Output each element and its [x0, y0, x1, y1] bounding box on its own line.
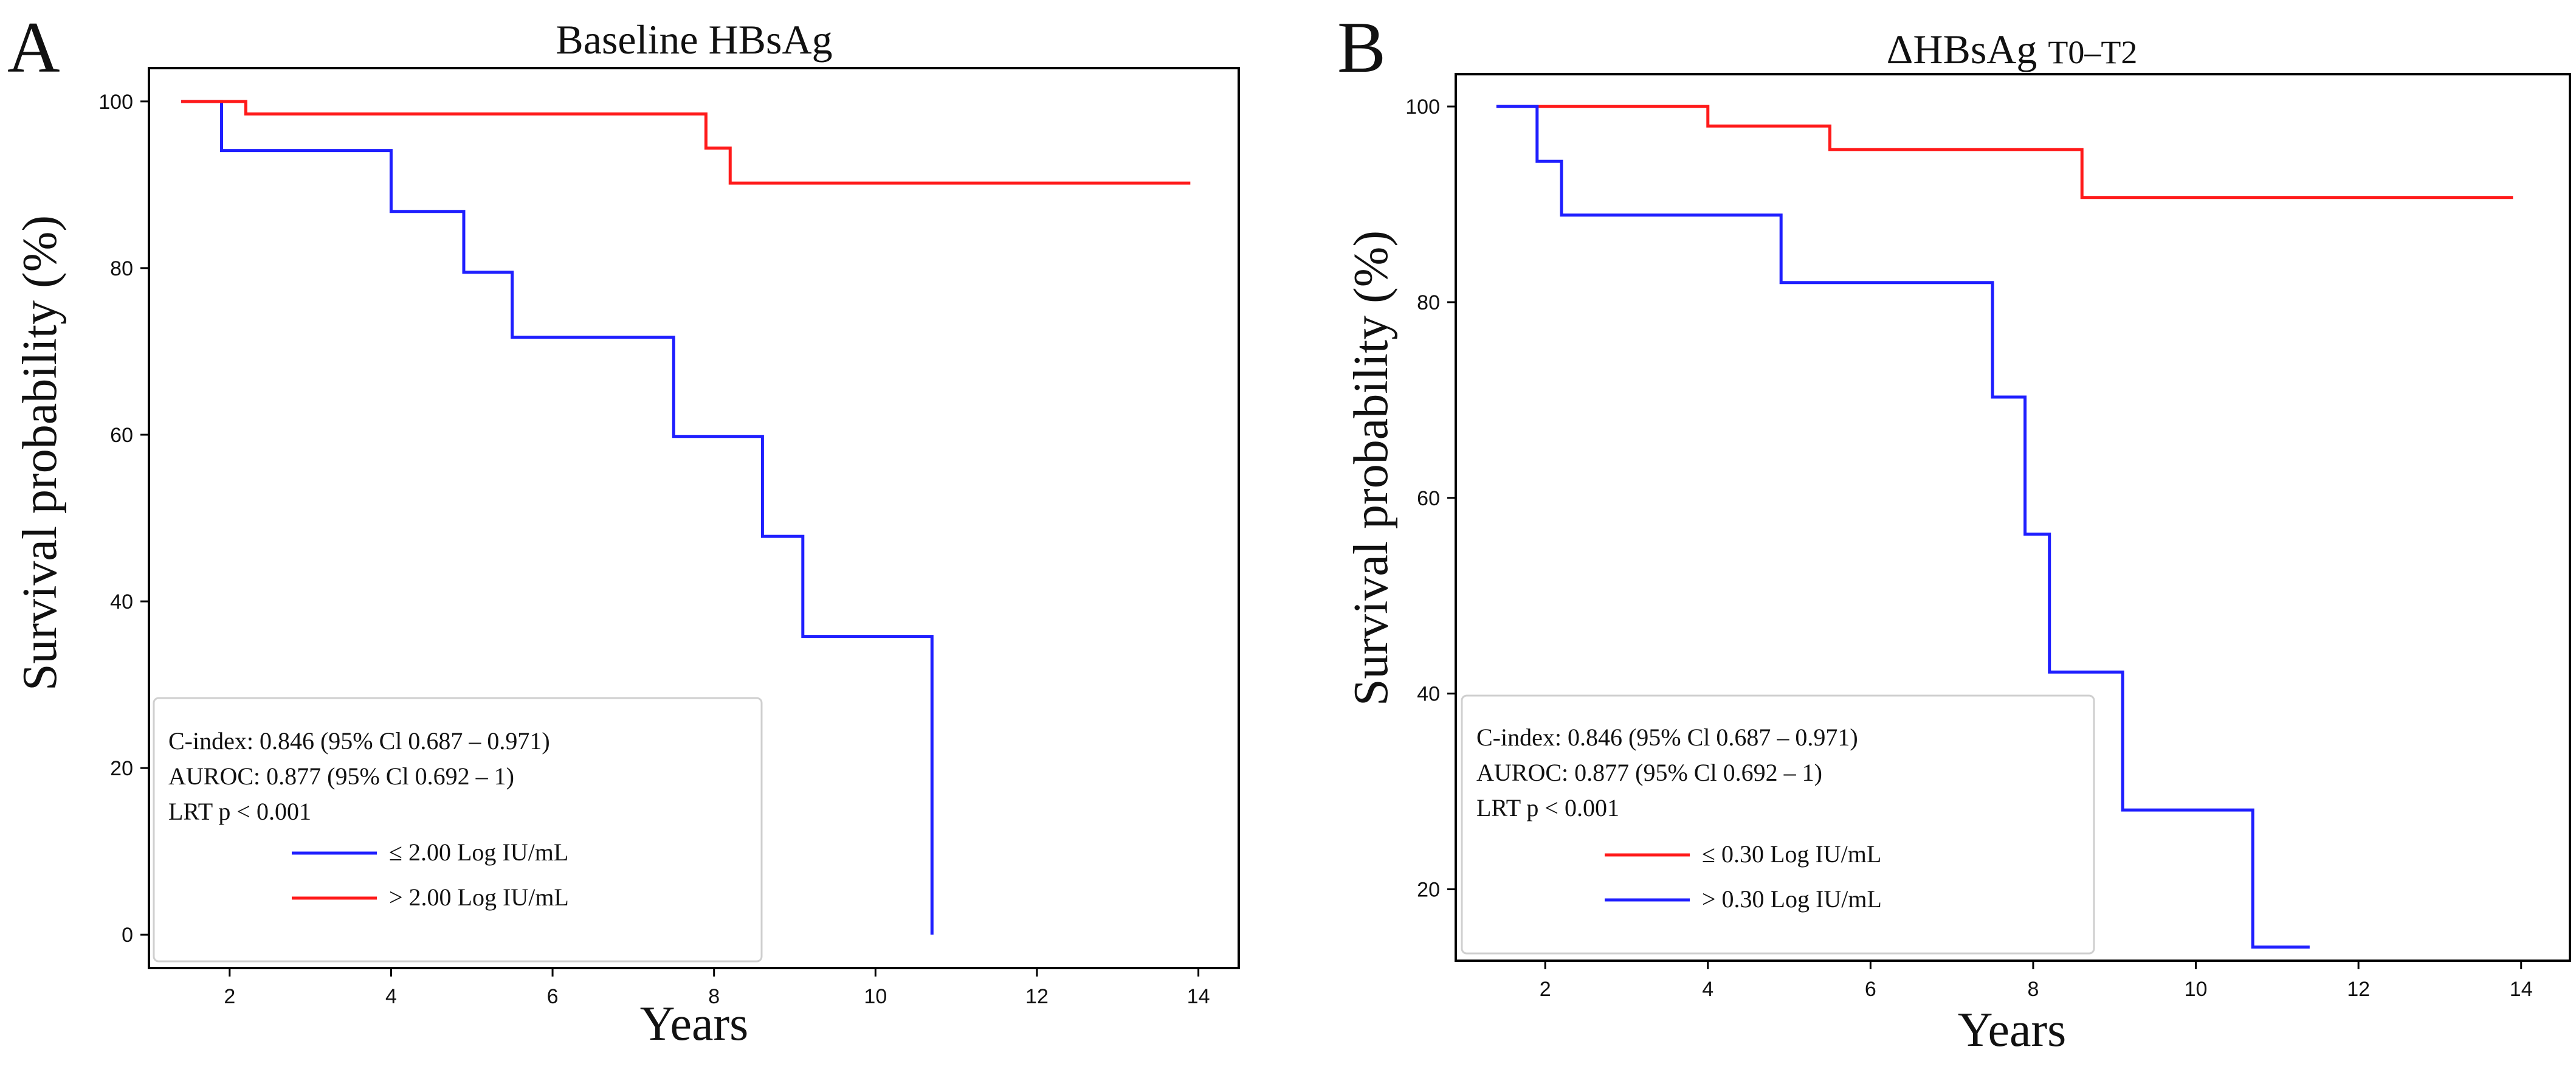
stat-line: AUROC: 0.877 (95% Cl 0.692 – 1): [168, 763, 514, 790]
panel-b-plot-frame: [1455, 73, 2571, 962]
y-tick-label: 60: [1417, 487, 1440, 510]
x-tick-label: 2: [1540, 978, 1551, 1001]
x-tick-label: 6: [547, 985, 559, 1008]
panel-b-ylabel: Survival probability (%): [1345, 230, 1398, 706]
stat-line: AUROC: 0.877 (95% Cl 0.692 – 1): [1476, 759, 1822, 786]
panel-a: A Baseline HBsAg Survival probability (%…: [7, 7, 1240, 1051]
y-tick-label: 0: [122, 924, 133, 947]
panel-a-xlabel: Years: [640, 997, 749, 1051]
x-tick-label: 4: [1702, 978, 1713, 1001]
survival-curve-series-0: [1496, 105, 2513, 199]
legend-box: [153, 697, 763, 963]
x-tick-label: 12: [2347, 978, 2370, 1001]
legend-entry: > 0.30 Log IU/mL: [1702, 885, 1882, 913]
y-tick-label: 20: [110, 757, 133, 780]
stat-line: C-index: 0.846 (95% Cl 0.687 – 0.971): [168, 727, 550, 755]
x-tick-label: 10: [2185, 978, 2208, 1001]
panel-b-title: ΔHBsAg T0–T2: [1887, 26, 2138, 72]
y-tick-label: 20: [1417, 879, 1440, 902]
stat-line: C-index: 0.846 (95% Cl 0.687 – 0.971): [1476, 724, 1858, 751]
stat-line: LRT p < 0.001: [168, 798, 311, 825]
survival-curve-series-1: [181, 100, 1191, 185]
x-tick-label: 4: [385, 985, 397, 1008]
panel-b: B ΔHBsAg T0–T2 Survival probability (%) Y…: [1337, 7, 2571, 1057]
y-tick-label: 60: [110, 424, 133, 447]
y-tick-label: 100: [1405, 95, 1440, 119]
panel-b-legend: C-index: 0.846 (95% Cl 0.687 – 0.971) AUR…: [1461, 694, 2095, 955]
legend-entry: ≤ 2.00 Log IU/mL: [389, 839, 568, 866]
legend-entry: ≤ 0.30 Log IU/mL: [1702, 840, 1881, 868]
legend-entry: > 2.00 Log IU/mL: [389, 884, 569, 911]
panel-a-plot-frame: [148, 67, 1240, 969]
survival-curve-series-0: [181, 100, 934, 935]
y-tick-label: 40: [110, 590, 133, 614]
panel-b-curves: [1496, 105, 2513, 949]
legend-box: [1461, 694, 2095, 955]
y-tick-label: 40: [1417, 683, 1440, 706]
y-tick-label: 80: [1417, 291, 1440, 314]
x-tick-label: 6: [1865, 978, 1876, 1001]
x-tick-label: 10: [864, 985, 887, 1008]
panel-letter-b: B: [1337, 7, 1386, 88]
panel-b-title-sub: T0–T2: [2048, 34, 2137, 71]
x-tick-label: 8: [2027, 978, 2039, 1001]
panel-b-title-main: ΔHBsAg: [1887, 26, 2037, 72]
y-tick-label: 100: [98, 91, 133, 114]
panel-b-ticks: 2 4 6 8 10 12 14 20 40 60 80 100: [1405, 95, 2532, 1001]
panel-a-legend: C-index: 0.846 (95% Cl 0.687 – 0.971) AUR…: [153, 697, 763, 963]
panel-a-curves: [181, 100, 1191, 935]
panel-a-ticks: 2 4 6 8 10 12 14 0 20 40 60 80 100: [98, 91, 1210, 1008]
panel-b-xlabel: Years: [1958, 1003, 2067, 1057]
panel-a-ylabel: Survival probability (%): [13, 215, 67, 691]
x-tick-label: 14: [2510, 978, 2533, 1001]
panel-letter-a: A: [7, 7, 60, 88]
panel-a-title-main: Baseline HBsAg: [556, 16, 832, 63]
x-tick-label: 14: [1187, 985, 1210, 1008]
survival-curve-series-1: [1496, 105, 2310, 949]
x-tick-label: 8: [708, 985, 720, 1008]
x-tick-label: 2: [224, 985, 235, 1008]
panel-a-title: Baseline HBsAg: [556, 16, 832, 63]
x-tick-label: 12: [1025, 985, 1049, 1008]
y-tick-label: 80: [110, 257, 133, 280]
stat-line: LRT p < 0.001: [1476, 794, 1619, 821]
